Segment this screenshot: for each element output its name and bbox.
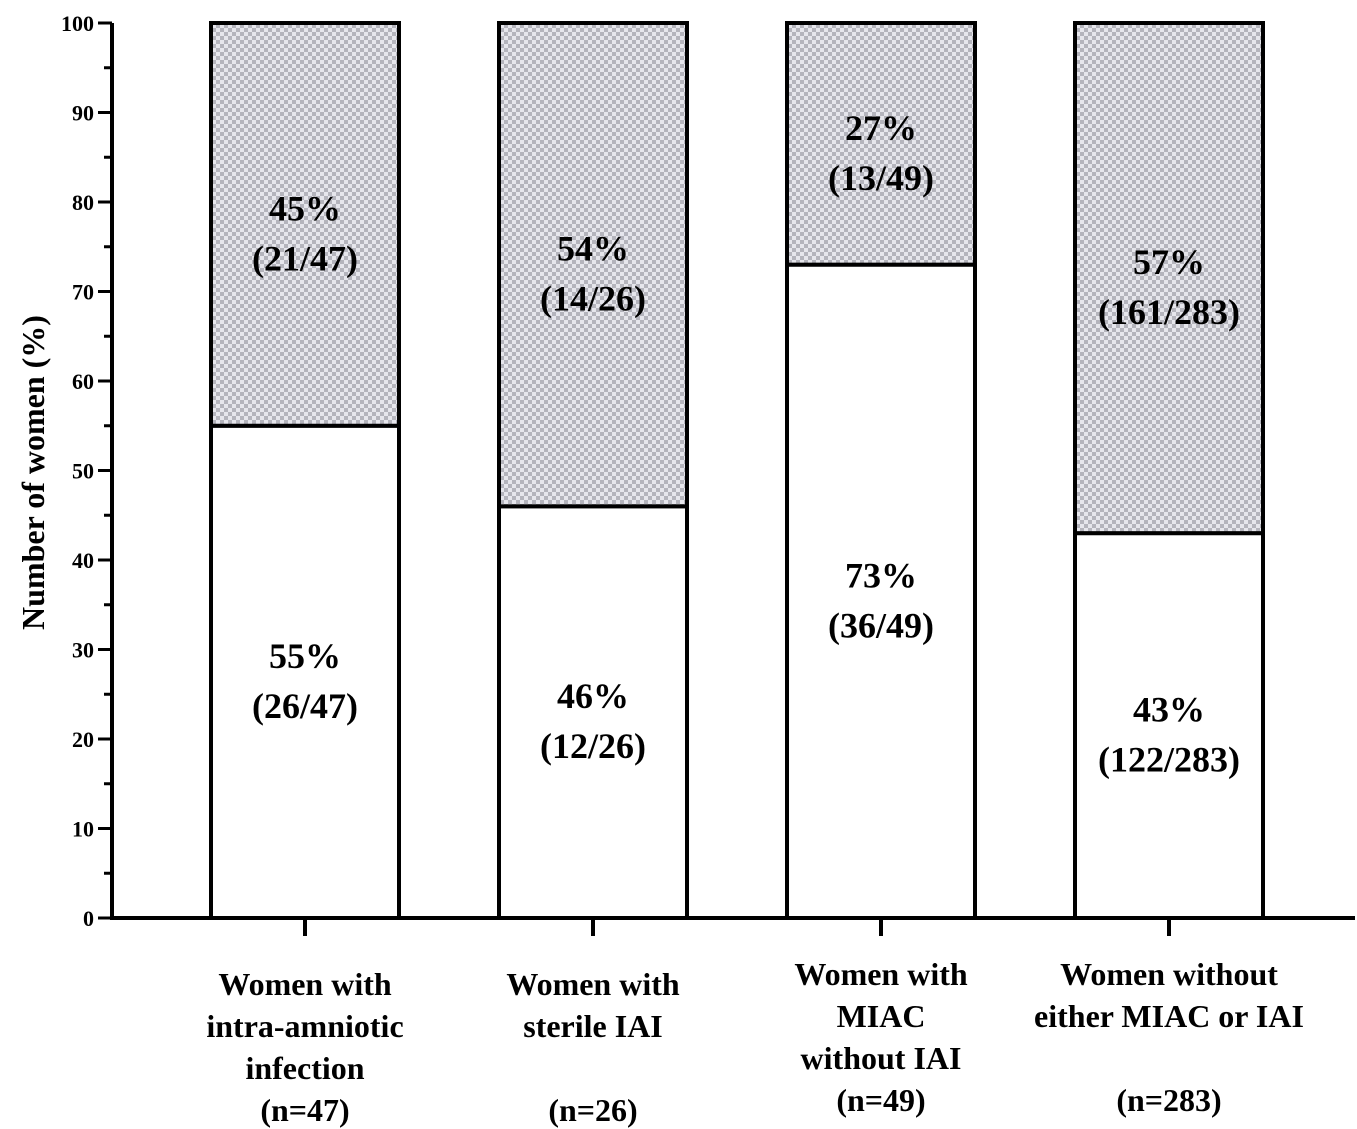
category-label-line: (n=283) [1116,1082,1221,1118]
category-label-line: intra-amniotic [206,1008,403,1044]
y-tick-label: 100 [61,11,94,36]
bar-segment [209,21,401,428]
y-tick-label: 10 [72,817,94,842]
category-label-line: either MIAC or IAI [1034,998,1304,1034]
bar-labels-layer: 55% (26/47) 45% (21/47) 46% (12/26) 54% (14/26)… [252,108,1240,780]
category-label-line: infection [245,1050,364,1086]
y-tick-label: 70 [72,280,94,305]
bar-percent-label: 57% [1133,242,1205,282]
bar-fraction-label: (36/49) [828,605,934,645]
bar-segment [209,423,401,920]
y-axis-title: Number of women (%) [15,315,51,630]
category-label-line: (n=47) [260,1092,349,1128]
bar-percent-label: 73% [845,555,917,595]
category-label-line: Women without [1060,956,1278,992]
category-label-line: sterile IAI [523,1008,663,1044]
bar-segment [785,21,977,267]
y-tick-label: 50 [72,459,94,484]
bar-percent-label: 55% [269,636,341,676]
category-label-line: Women with [794,956,968,992]
category-label-line: without IAI [801,1040,962,1076]
bar-segment [1073,21,1265,536]
y-tick-label: 0 [83,906,94,931]
category-label-line: Women with [218,966,392,1002]
bar-segment [785,262,977,920]
y-tick-label: 20 [72,727,94,752]
bar-fraction-label: (122/283) [1098,740,1240,780]
bar-fraction-label: (13/49) [828,158,934,198]
bar-fraction-label: (14/26) [540,279,646,319]
bar-segment [497,21,689,509]
y-tick-label: 80 [72,190,94,215]
bar-fraction-label: (12/26) [540,726,646,766]
category-labels-layer: Women with intra-amniotic infection (n=47) W… [206,956,1304,1128]
y-tick-label: 40 [72,548,94,573]
category-label-line: MIAC [837,998,926,1034]
y-tick-label: 30 [72,638,94,663]
bar-percent-label: 46% [557,676,629,716]
category-label-line: (n=49) [836,1082,925,1118]
bar-percent-label: 27% [845,108,917,148]
bar-percent-label: 43% [1133,690,1205,730]
category-label-line: Women with [506,966,680,1002]
bar-percent-label: 54% [557,229,629,269]
bar-fraction-label: (26/47) [252,686,358,726]
y-tick-label: 90 [72,101,94,126]
category-label-line: (n=26) [548,1092,637,1128]
y-tick-label: 60 [72,369,94,394]
bar-fraction-label: (21/47) [252,238,358,278]
bar-percent-label: 45% [269,188,341,228]
bar-fraction-label: (161/283) [1098,292,1240,332]
bars-layer [209,21,1265,921]
axes-layer: 0 10 20 30 40 50 60 70 80 90 100 Number of women (%… [15,11,1355,936]
